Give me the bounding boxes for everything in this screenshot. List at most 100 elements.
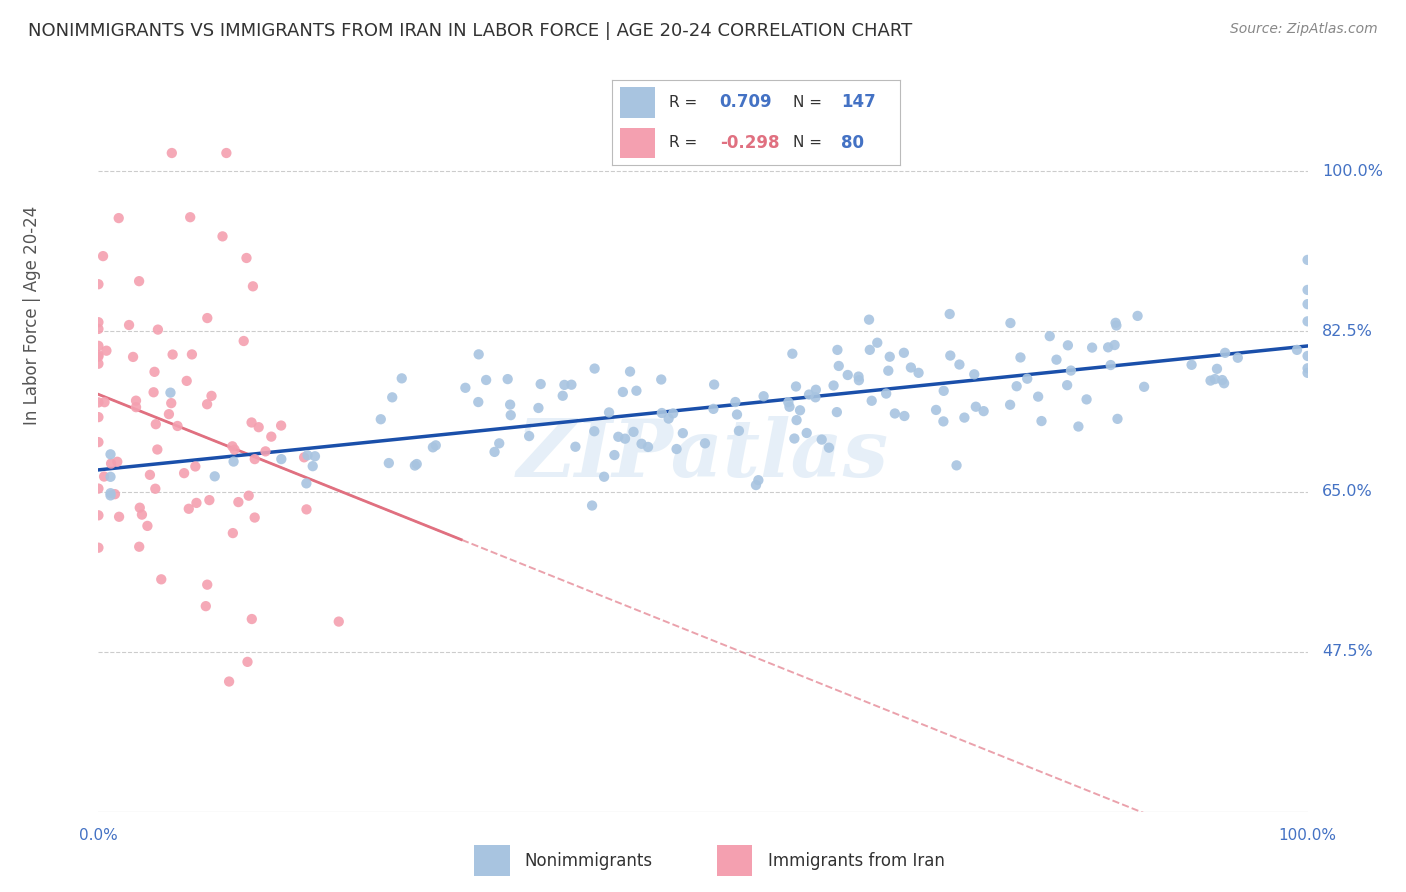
- Point: [128, 274, 150, 288]
- Point: [475, 373, 498, 387]
- Text: N =: N =: [793, 136, 823, 151]
- Point: [623, 425, 645, 439]
- Point: [875, 386, 897, 401]
- Point: [965, 400, 987, 414]
- Point: [87, 508, 110, 523]
- Point: [125, 393, 148, 408]
- Point: [893, 346, 915, 360]
- Point: [177, 501, 200, 516]
- Point: [200, 389, 222, 403]
- Point: [665, 442, 688, 456]
- Point: [672, 426, 695, 441]
- Text: 47.5%: 47.5%: [1322, 644, 1372, 659]
- Point: [125, 400, 148, 414]
- Point: [530, 377, 553, 392]
- Point: [1133, 380, 1156, 394]
- Point: [1045, 352, 1067, 367]
- Point: [118, 318, 141, 332]
- Point: [1213, 376, 1236, 391]
- Point: [1005, 379, 1028, 393]
- Point: [637, 440, 659, 454]
- Point: [607, 430, 630, 444]
- Point: [146, 323, 169, 337]
- Point: [499, 398, 522, 412]
- Point: [425, 438, 447, 452]
- Point: [184, 459, 207, 474]
- Point: [240, 416, 263, 430]
- Point: [232, 334, 254, 348]
- Point: [128, 500, 150, 515]
- Point: [517, 429, 540, 443]
- Point: [945, 458, 967, 473]
- Point: [176, 374, 198, 388]
- Point: [488, 436, 510, 450]
- Point: [1211, 373, 1233, 387]
- Point: [195, 397, 218, 411]
- Point: [1285, 343, 1308, 357]
- Point: [859, 343, 882, 357]
- Point: [1226, 351, 1249, 365]
- Point: [938, 307, 960, 321]
- Point: [260, 430, 283, 444]
- Point: [925, 403, 948, 417]
- Point: [221, 439, 243, 453]
- Point: [87, 322, 110, 336]
- Point: [747, 473, 769, 487]
- Point: [136, 519, 159, 533]
- Point: [818, 441, 841, 455]
- Text: Nonimmigrants: Nonimmigrants: [524, 852, 652, 870]
- Point: [328, 615, 350, 629]
- Point: [1010, 351, 1032, 365]
- Point: [222, 526, 245, 541]
- Point: [211, 229, 233, 244]
- Point: [243, 452, 266, 467]
- Point: [932, 414, 955, 428]
- Point: [143, 365, 166, 379]
- Point: [484, 445, 506, 459]
- Point: [860, 393, 883, 408]
- Point: [128, 540, 150, 554]
- Point: [626, 384, 648, 398]
- Point: [883, 407, 905, 421]
- Point: [422, 440, 444, 454]
- Text: Immigrants from Iran: Immigrants from Iran: [768, 852, 945, 870]
- Point: [222, 454, 245, 468]
- Point: [240, 612, 263, 626]
- Point: [1107, 412, 1129, 426]
- Point: [973, 404, 995, 418]
- Text: NONIMMIGRANTS VS IMMIGRANTS FROM IRAN IN LABOR FORCE | AGE 20-24 CORRELATION CHA: NONIMMIGRANTS VS IMMIGRANTS FROM IRAN IN…: [28, 22, 912, 40]
- FancyBboxPatch shape: [717, 846, 752, 876]
- Text: 80: 80: [841, 134, 863, 152]
- Point: [100, 488, 122, 502]
- Point: [783, 432, 806, 446]
- Point: [963, 368, 986, 382]
- Point: [100, 486, 122, 500]
- Point: [1076, 392, 1098, 407]
- Point: [778, 395, 800, 409]
- Point: [823, 378, 845, 392]
- Point: [583, 424, 606, 438]
- Point: [100, 457, 122, 471]
- Point: [295, 502, 318, 516]
- Point: [391, 371, 413, 385]
- Point: [658, 411, 681, 425]
- Point: [1039, 329, 1062, 343]
- Text: -0.298: -0.298: [720, 134, 779, 152]
- Point: [828, 359, 851, 373]
- Point: [159, 385, 181, 400]
- Point: [218, 674, 240, 689]
- Point: [900, 360, 922, 375]
- Point: [499, 408, 522, 422]
- Point: [804, 383, 827, 397]
- Point: [87, 435, 110, 450]
- Point: [143, 482, 166, 496]
- Text: 100.0%: 100.0%: [1278, 828, 1337, 843]
- Point: [553, 377, 575, 392]
- Point: [1296, 297, 1319, 311]
- Point: [1296, 252, 1319, 267]
- Point: [782, 347, 804, 361]
- Point: [877, 364, 900, 378]
- Point: [131, 508, 153, 522]
- Point: [100, 447, 122, 461]
- Point: [173, 466, 195, 480]
